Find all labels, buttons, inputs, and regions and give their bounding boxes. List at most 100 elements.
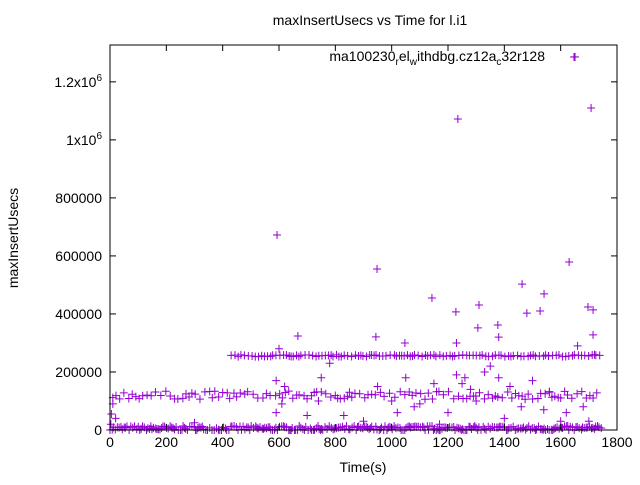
data-point [416, 389, 425, 398]
data-point [166, 391, 175, 400]
data-point [380, 392, 389, 401]
data-point [249, 390, 258, 399]
data-point [507, 393, 516, 402]
data-point [343, 351, 352, 360]
legend-label: ma100230relwithdbg.cz12ac32r128 [329, 48, 545, 68]
data-point [550, 392, 559, 401]
data-point [345, 388, 354, 397]
data-point [285, 351, 294, 360]
legend-marker [570, 53, 578, 61]
data-point [303, 411, 312, 420]
x-tick-label: 200 [155, 434, 179, 450]
data-point [339, 411, 348, 420]
data-point [518, 280, 527, 289]
data-point [556, 393, 565, 402]
data-point [373, 264, 382, 273]
data-point [533, 394, 542, 403]
data-point [376, 388, 385, 397]
data-point [497, 351, 506, 360]
data-point [474, 300, 483, 309]
data-point [565, 258, 574, 267]
data-point [347, 352, 356, 361]
data-point [240, 425, 249, 434]
data-point [248, 351, 257, 360]
data-point [236, 388, 245, 397]
data-point [414, 351, 423, 360]
data-point [376, 425, 385, 434]
data-point [387, 396, 396, 405]
x-tick-label: 1200 [432, 434, 463, 450]
data-point [595, 351, 604, 360]
data-point [536, 307, 545, 316]
data-point [420, 395, 429, 404]
data-point [381, 351, 390, 360]
y-tick-label: 800000 [55, 190, 102, 206]
data-point [562, 408, 571, 417]
data-point [589, 305, 598, 314]
data-point [597, 424, 606, 433]
data-point [541, 389, 550, 398]
data-point [111, 391, 120, 400]
data-point [517, 402, 526, 411]
data-point [281, 388, 290, 397]
data-point [275, 344, 283, 353]
data-point [573, 389, 582, 398]
data-point [359, 417, 368, 426]
data-point [362, 352, 371, 361]
data-point [119, 388, 128, 397]
data-point [111, 414, 120, 423]
data-point [332, 424, 341, 433]
data-point [555, 424, 564, 433]
data-point [460, 373, 469, 382]
data-point [498, 393, 507, 402]
data-point [373, 382, 382, 391]
legend: ma100230relwithdbg.cz12ac32r128 [329, 48, 578, 68]
data-point [475, 388, 484, 397]
data-point [410, 402, 419, 411]
data-point [277, 399, 286, 408]
data-point [273, 231, 282, 240]
data-point [325, 422, 334, 431]
data-point [563, 391, 572, 400]
data-point [223, 388, 232, 397]
data-point [143, 391, 152, 400]
data-point [401, 373, 410, 382]
y-tick-label: 200000 [55, 364, 102, 380]
data-point [396, 387, 405, 396]
data-point [539, 405, 548, 414]
data-point [258, 393, 267, 402]
data-point [540, 289, 549, 298]
data-point [521, 395, 530, 404]
data-point [178, 394, 187, 403]
data-point [128, 423, 137, 432]
data-point [427, 293, 436, 302]
data-point [173, 395, 182, 404]
data-point [513, 351, 522, 360]
data-point [493, 392, 502, 401]
data-point [589, 394, 598, 403]
data-point [435, 420, 444, 429]
data-point [243, 387, 252, 396]
data-point [511, 389, 520, 398]
data-point [314, 396, 323, 405]
data-point [191, 390, 200, 399]
data-point [493, 320, 502, 329]
data-point [295, 390, 304, 399]
data-point [567, 394, 576, 403]
data-point [408, 352, 417, 361]
data-point [371, 390, 380, 399]
x-axis-label: Time(s) [340, 459, 387, 475]
data-point [271, 391, 280, 400]
data-point [415, 399, 424, 408]
data-points [106, 52, 606, 434]
data-point [284, 387, 293, 396]
data-point [138, 391, 147, 400]
data-point [584, 417, 593, 426]
x-tick-label: 1000 [376, 434, 407, 450]
data-point [411, 388, 420, 397]
data-point [156, 391, 165, 400]
data-point [429, 379, 438, 388]
data-point [558, 423, 567, 432]
data-point [187, 389, 196, 398]
